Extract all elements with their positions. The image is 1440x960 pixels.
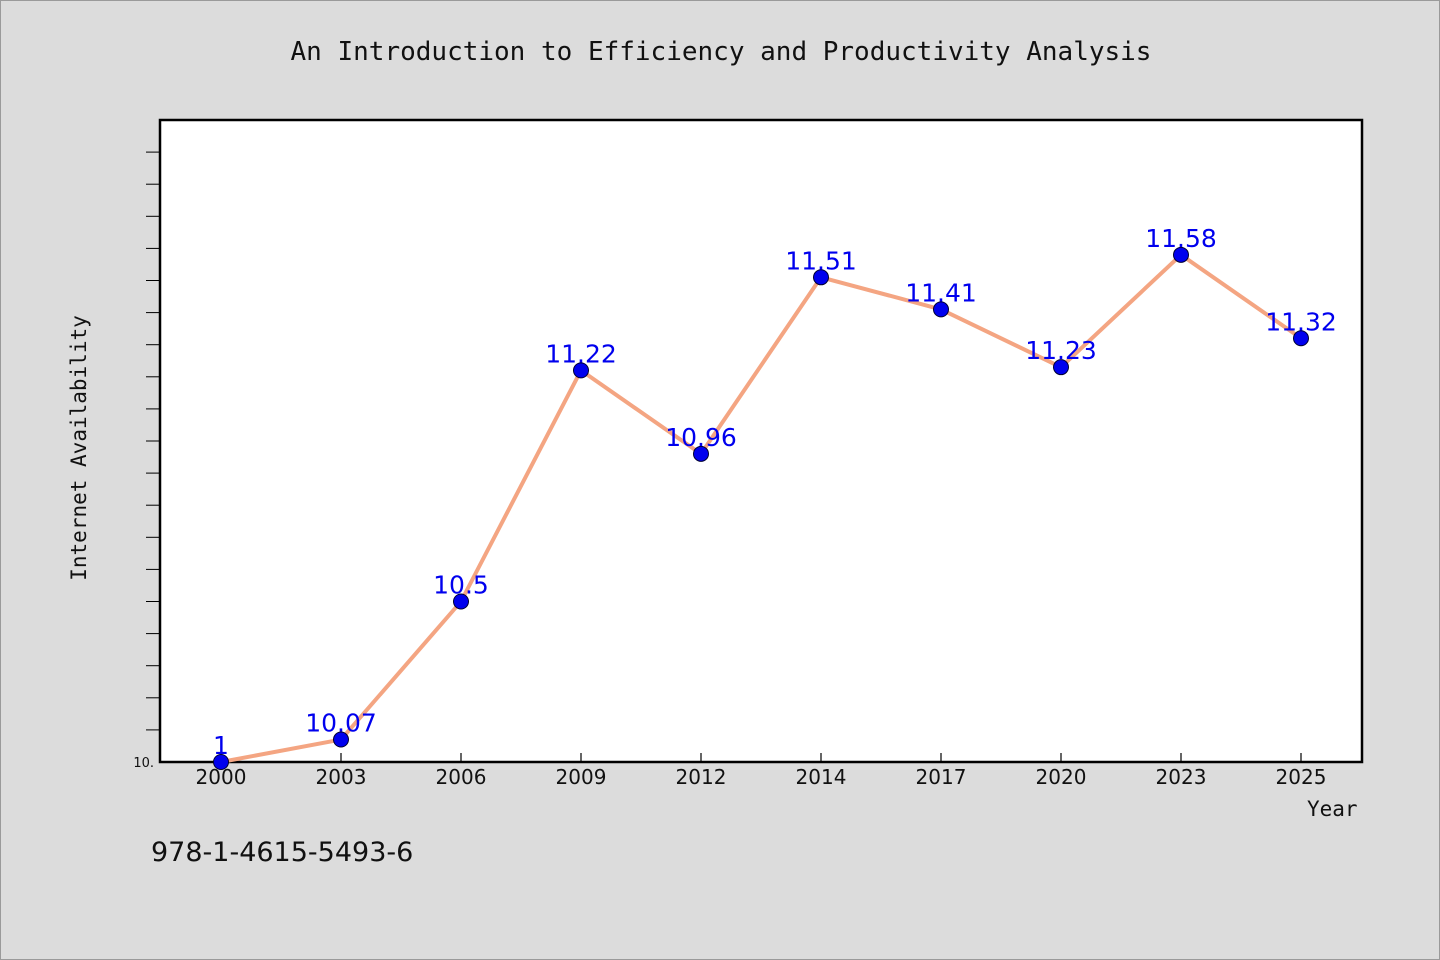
data-point-marker <box>1293 330 1309 347</box>
x-tick-label: 2006 <box>436 765 487 789</box>
x-tick-label: 2020 <box>1036 765 1087 789</box>
data-markers <box>213 246 1309 770</box>
data-label: 10.96 <box>665 423 737 452</box>
data-point-marker <box>213 754 229 770</box>
y-axis-ticks: 10. <box>133 151 160 771</box>
data-label: 11.23 <box>1025 336 1097 365</box>
data-label: 11.58 <box>1145 224 1217 253</box>
isbn-text: 978-1-4615-5493-6 <box>151 837 414 868</box>
data-point-marker <box>933 301 949 318</box>
x-tick-label: 2003 <box>316 765 367 789</box>
x-tick-label: 2023 <box>1156 765 1207 789</box>
x-tick-label: 2025 <box>1276 765 1327 789</box>
data-point-marker <box>573 362 589 379</box>
data-point-marker <box>453 593 469 610</box>
data-label: 11.22 <box>545 339 617 368</box>
series-line <box>219 252 1303 764</box>
data-point-marker <box>693 445 709 462</box>
data-label: 11.41 <box>905 278 977 307</box>
x-axis-label: Year <box>1307 797 1358 821</box>
data-label: 1 <box>213 731 229 760</box>
data-point-marker <box>333 731 349 748</box>
data-labels: 1 10.07 10.5 11.22 10.96 11.51 11.41 11.23 11.58… <box>213 224 1337 760</box>
data-point-marker <box>1173 246 1189 263</box>
plot-area <box>158 118 1364 764</box>
x-tick-label: 2012 <box>676 765 727 789</box>
data-label: 11.32 <box>1265 307 1337 336</box>
x-axis-ticks: 2000 2003 2006 2009 2012 2014 2017 2020 2023 2025 <box>196 753 1327 789</box>
data-label: 11.51 <box>785 246 857 275</box>
chart-title: An Introduction to Efficiency and Produc… <box>290 37 1152 67</box>
y-tick-label: 10. <box>133 756 154 771</box>
x-tick-label: 2017 <box>916 765 967 789</box>
data-label: 10.5 <box>433 571 489 600</box>
series-line-group <box>219 252 1303 764</box>
x-tick-label: 2014 <box>796 765 847 789</box>
data-point-marker <box>813 269 829 286</box>
x-tick-label: 2009 <box>556 765 607 789</box>
data-point-marker <box>1053 359 1069 376</box>
data-label: 10.07 <box>305 709 377 738</box>
